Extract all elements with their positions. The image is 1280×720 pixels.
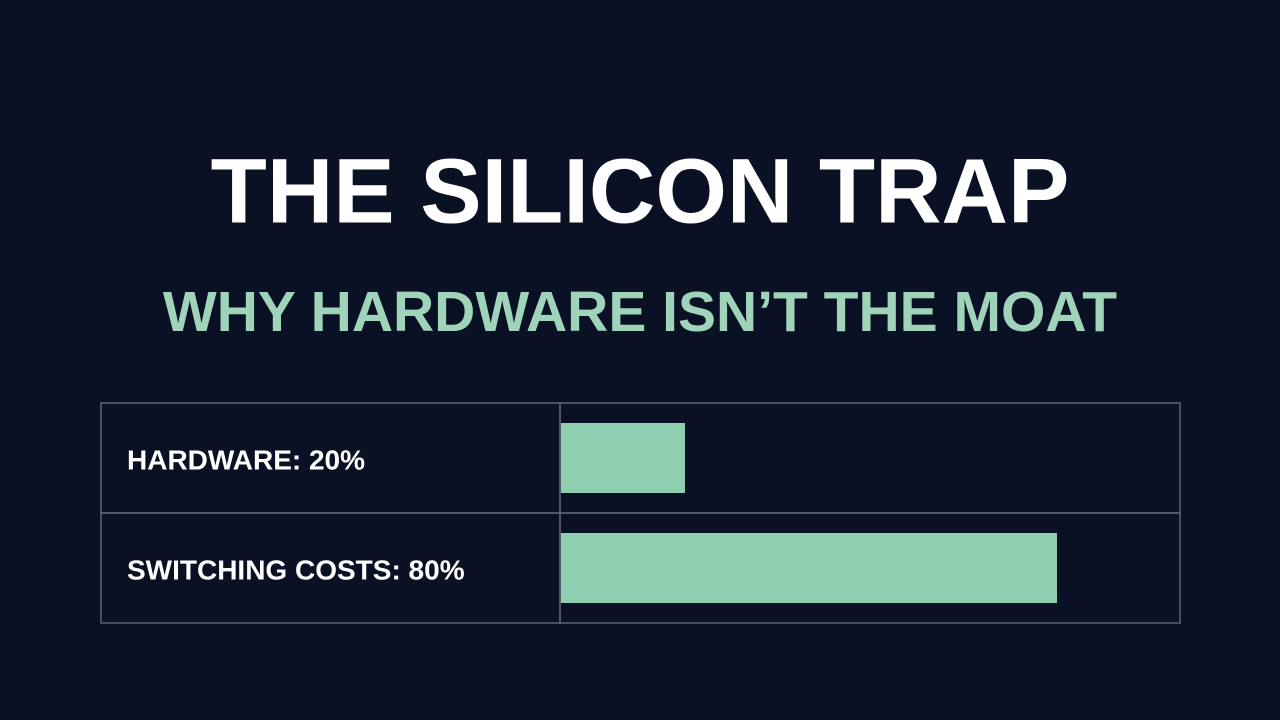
chart-subtitle: WHY HARDWARE ISN’T THE MOAT	[163, 280, 1117, 344]
category-label: HARDWARE: 20%	[127, 444, 365, 475]
category-label: SWITCHING COSTS: 80%	[127, 554, 465, 585]
bar	[561, 423, 685, 493]
chart-title: THE SILICON TRAP	[211, 140, 1070, 242]
table-cell	[559, 512, 1181, 624]
bar	[561, 533, 1057, 603]
